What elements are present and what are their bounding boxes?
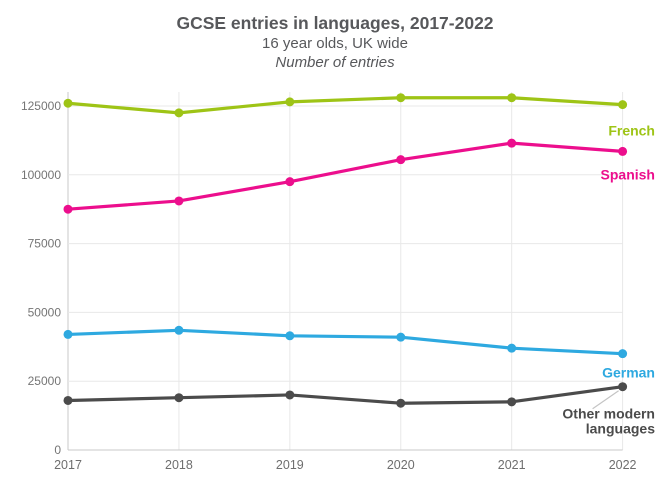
- series-label-spanish: Spanish: [601, 166, 655, 182]
- series-label-french: French: [608, 123, 655, 139]
- chart-subtitle: 16 year olds, UK wide: [262, 35, 408, 52]
- series-point-french-2021: [507, 93, 517, 103]
- series-point-german-2019: [285, 331, 295, 341]
- series-point-spanish-2022: [618, 146, 628, 156]
- series-point-french-2022: [618, 100, 628, 110]
- series-point-other-modern-languages-2019: [285, 390, 295, 400]
- series-point-french-2020: [396, 93, 406, 103]
- series-point-german-2018: [174, 325, 184, 335]
- y-axis-tick-label: 25000: [28, 374, 62, 388]
- series-point-french-2019: [285, 97, 295, 107]
- x-axis-tick-label: 2017: [54, 458, 82, 472]
- x-axis-tick-label: 2018: [165, 458, 193, 472]
- series-point-german-2017: [63, 329, 73, 339]
- series-label-other-modern-languages: languages: [586, 421, 655, 437]
- y-axis-tick-label: 75000: [28, 237, 62, 251]
- series-point-other-modern-languages-2021: [507, 397, 517, 407]
- series-point-french-2017: [63, 98, 73, 108]
- series-point-spanish-2019: [285, 177, 295, 187]
- series-point-spanish-2018: [174, 196, 184, 206]
- series-point-other-modern-languages-2018: [174, 393, 184, 403]
- y-axis-tick-label: 50000: [28, 305, 62, 319]
- chart-header: GCSE entries in languages, 2017-2022 16 …: [0, 12, 670, 72]
- chart-title: GCSE entries in languages, 2017-2022: [176, 13, 494, 33]
- series-point-spanish-2017: [63, 204, 73, 214]
- series-point-german-2020: [396, 332, 406, 342]
- series-line-german: [66, 328, 625, 356]
- y-axis-tick-label: 0: [54, 443, 61, 457]
- x-axis-tick-label: 2020: [387, 458, 415, 472]
- series-point-french-2018: [174, 108, 184, 118]
- leader-line-other-modern-languages: [592, 390, 619, 410]
- x-axis-tick-label: 2022: [609, 458, 637, 472]
- series-point-other-modern-languages-2020: [396, 398, 406, 408]
- series-label-german: German: [602, 365, 655, 381]
- series-line-other-modern-languages: [66, 385, 625, 405]
- y-axis-tick-label: 100000: [21, 168, 61, 182]
- series-point-spanish-2021: [507, 138, 517, 148]
- x-axis-tick-label: 2019: [276, 458, 304, 472]
- series-point-other-modern-languages-2022: [618, 382, 628, 392]
- x-axis-tick-label: 2021: [498, 458, 526, 472]
- y-axis-tick-label: 125000: [21, 99, 61, 113]
- series-line-french: [66, 96, 625, 115]
- series-point-german-2022: [618, 349, 628, 359]
- series-label-other-modern-languages: Other modern: [562, 406, 655, 422]
- series-point-spanish-2020: [396, 155, 406, 165]
- series-line-spanish: [66, 141, 625, 211]
- series-point-other-modern-languages-2017: [63, 395, 73, 405]
- series-point-german-2021: [507, 343, 517, 353]
- chart-note: Number of entries: [275, 54, 395, 71]
